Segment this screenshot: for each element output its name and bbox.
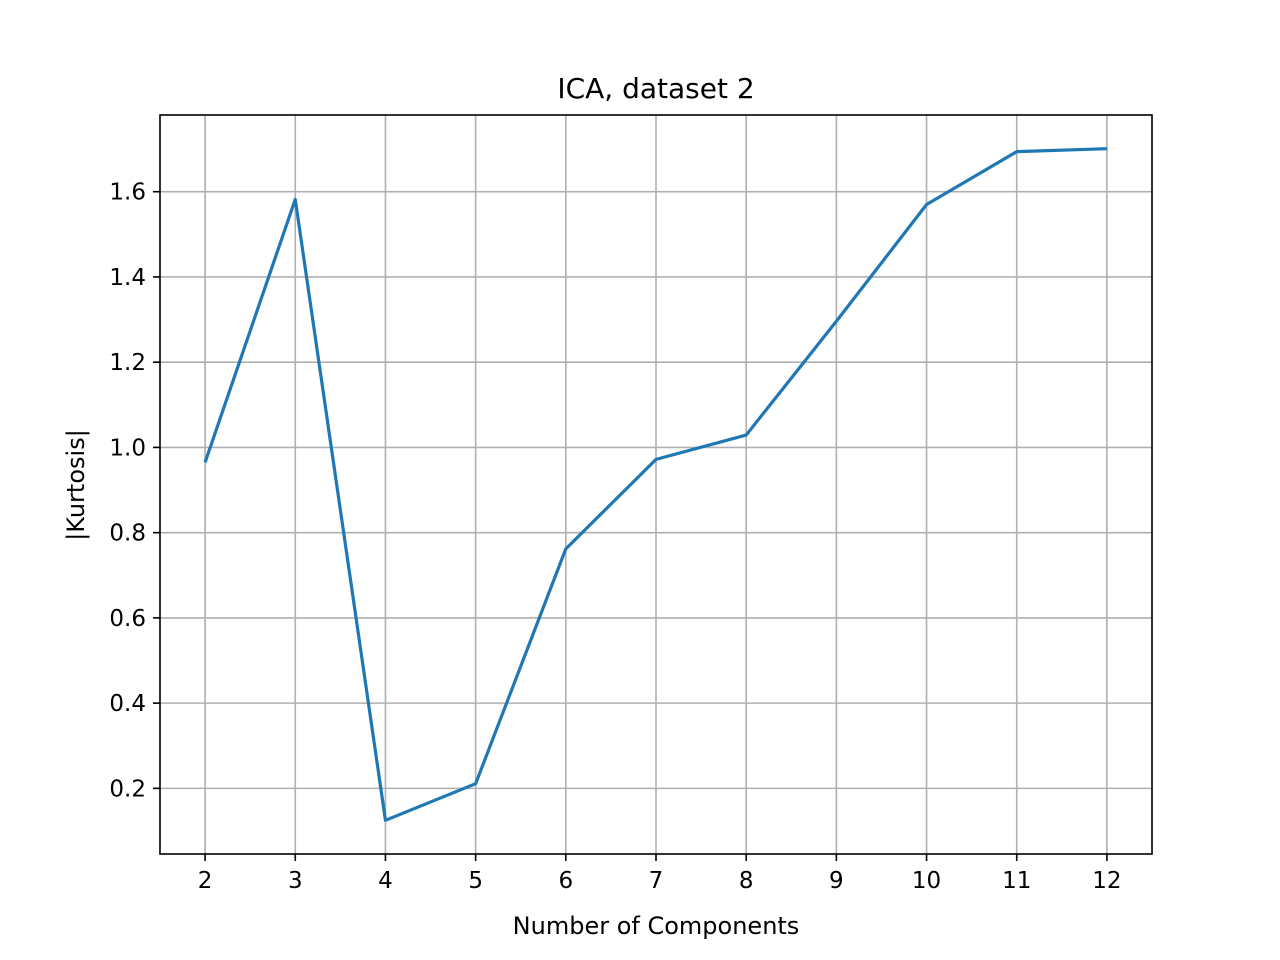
x-tick-label: 4 <box>378 868 393 894</box>
x-tick-label: 2 <box>198 868 213 894</box>
y-axis: 0.2 0.4 0.6 0.8 1.0 1.2 1.4 1.6 <box>109 180 160 802</box>
x-tick-label: 10 <box>912 868 941 894</box>
x-axis: 2 3 4 5 6 7 8 9 10 11 12 <box>198 854 1122 894</box>
x-axis-label: Number of Components <box>513 912 800 940</box>
y-tick-label: 1.4 <box>109 265 146 291</box>
y-tick-label: 0.4 <box>109 691 146 717</box>
x-tick-label: 8 <box>739 868 754 894</box>
x-tick-label: 11 <box>1002 868 1031 894</box>
series-line <box>203 147 1107 822</box>
series-group <box>203 147 1107 822</box>
x-tick-label: 3 <box>288 868 303 894</box>
y-tick-label: 1.6 <box>109 180 146 206</box>
y-tick-label: 1.0 <box>109 435 146 461</box>
x-tick-label: 7 <box>649 868 664 894</box>
y-tick-label: 0.6 <box>109 606 146 632</box>
grid <box>160 115 1152 854</box>
x-tick-label: 6 <box>558 868 573 894</box>
y-tick-label: 0.8 <box>109 521 146 547</box>
chart-title: ICA, dataset 2 <box>557 72 754 105</box>
y-tick-label: 1.2 <box>109 350 146 376</box>
x-tick-label: 12 <box>1092 868 1121 894</box>
y-tick-label: 0.2 <box>109 776 146 802</box>
x-tick-label: 9 <box>829 868 844 894</box>
x-tick-label: 5 <box>468 868 483 894</box>
y-axis-label: |Kurtosis| <box>62 429 90 541</box>
